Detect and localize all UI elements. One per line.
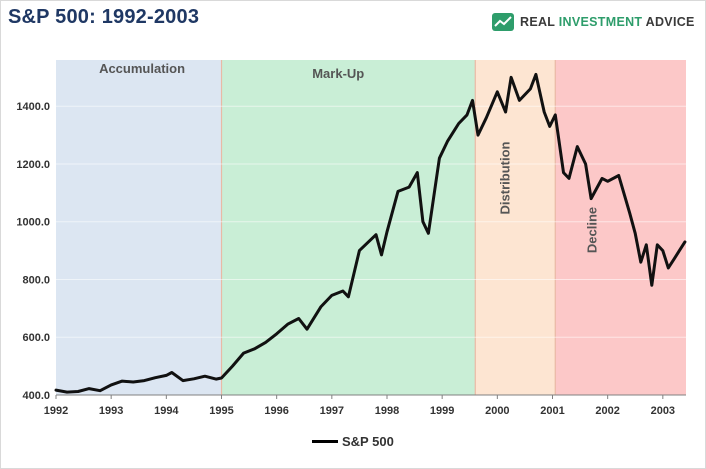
x-tick-label: 1992 xyxy=(44,405,68,417)
x-tick-label: 2000 xyxy=(485,405,509,417)
x-tick-label: 2001 xyxy=(540,405,564,417)
x-tick-label: 1995 xyxy=(209,405,233,417)
chart-logo-icon xyxy=(492,13,514,31)
brand-word-3: ADVICE xyxy=(642,15,695,29)
x-tick-label: 1993 xyxy=(99,405,123,417)
x-tick-label: 2002 xyxy=(595,405,619,417)
phase-label: Mark-Up xyxy=(312,66,364,81)
x-tick-label: 1999 xyxy=(430,405,454,417)
phase-label: Accumulation xyxy=(99,61,185,76)
phase-band xyxy=(221,60,476,395)
chart-legend: S&P 500 xyxy=(312,434,394,449)
x-tick-label: 1996 xyxy=(264,405,288,417)
phase-band xyxy=(555,60,686,395)
x-tick-label: 1998 xyxy=(375,405,399,417)
phase-label: Decline xyxy=(585,207,600,253)
phase-label: Distribution xyxy=(497,141,512,214)
chart-title: S&P 500: 1992-2003 xyxy=(8,6,200,28)
x-tick-label: 1994 xyxy=(154,405,179,417)
phase-band xyxy=(56,60,222,395)
legend-label: S&P 500 xyxy=(342,434,394,449)
series-line xyxy=(54,72,687,394)
y-tick-label: 400.0 xyxy=(22,390,50,402)
y-tick-label: 1000.0 xyxy=(16,217,50,229)
x-tick-label: 1997 xyxy=(320,405,344,417)
legend-swatch xyxy=(312,440,338,443)
brand-word-1: REAL xyxy=(520,15,559,29)
x-tick-label: 2003 xyxy=(651,405,675,417)
y-tick-label: 600.0 xyxy=(22,332,50,344)
y-tick-label: 1400.0 xyxy=(16,101,50,113)
brand-logo: REAL INVESTMENT ADVICE xyxy=(492,12,695,32)
brand-word-2: INVESTMENT xyxy=(558,15,643,29)
y-tick-label: 1200.0 xyxy=(16,159,50,171)
y-tick-label: 800.0 xyxy=(22,274,50,286)
brand-name: REAL INVESTMENT ADVICE xyxy=(520,15,695,29)
